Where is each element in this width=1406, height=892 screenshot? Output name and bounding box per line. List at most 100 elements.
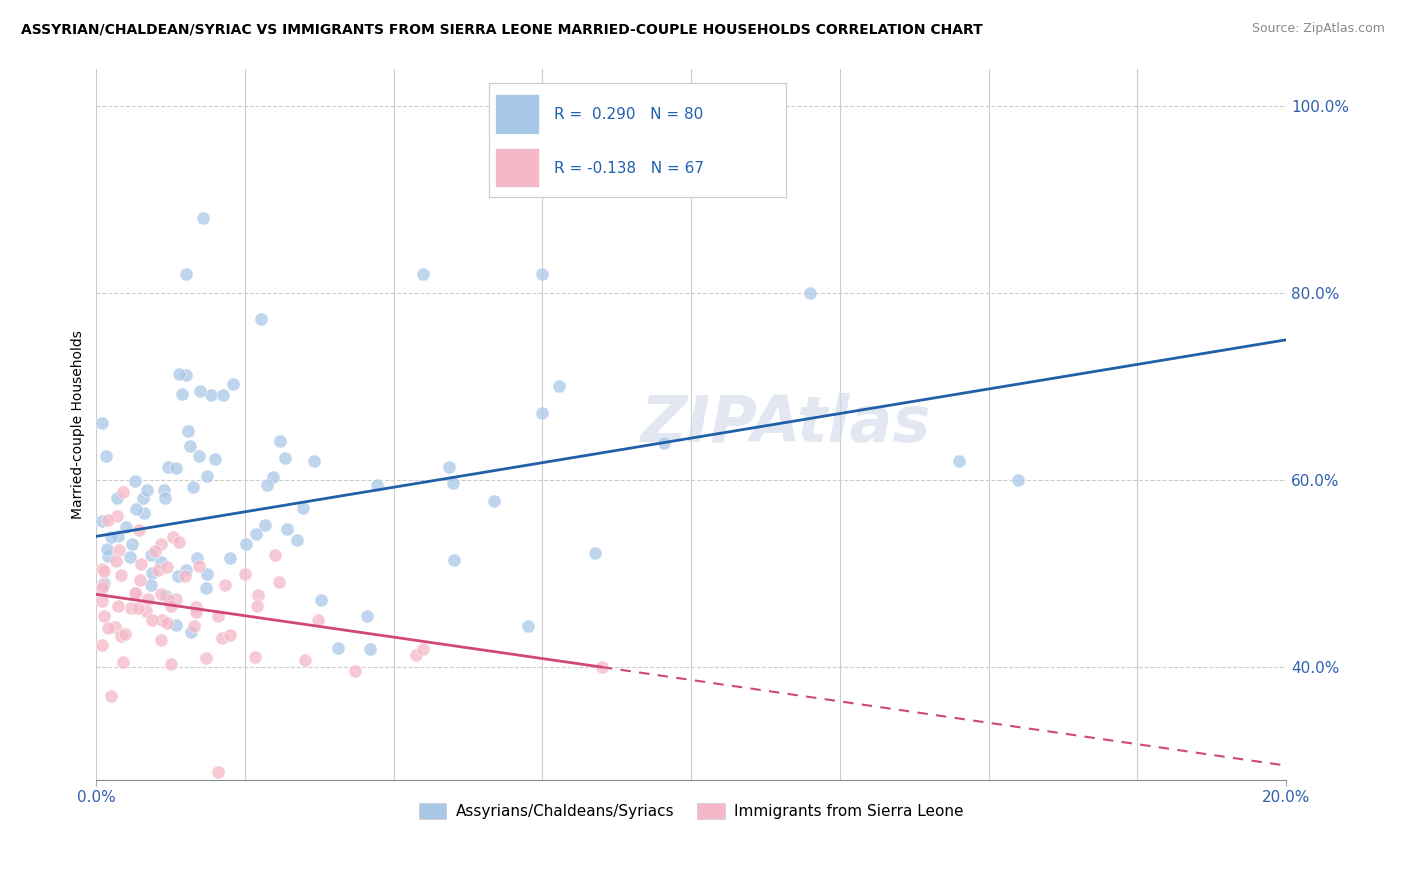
Point xyxy=(150,555,173,569)
Point xyxy=(91,638,114,652)
Point xyxy=(412,268,434,282)
Point xyxy=(548,379,571,393)
Point xyxy=(132,491,155,505)
Point xyxy=(186,551,208,566)
Point xyxy=(249,312,271,326)
Point xyxy=(160,657,183,671)
Point xyxy=(115,519,138,533)
Point xyxy=(235,537,257,551)
Point xyxy=(437,460,460,475)
Point xyxy=(174,368,197,383)
Point xyxy=(135,483,157,498)
Point xyxy=(652,436,675,450)
Point xyxy=(359,641,381,656)
Point xyxy=(108,543,131,558)
Point xyxy=(591,660,613,674)
Point xyxy=(516,619,538,633)
Point xyxy=(207,764,229,779)
Point xyxy=(141,613,163,627)
Point xyxy=(356,608,378,623)
Point xyxy=(93,609,115,624)
Point xyxy=(269,434,291,448)
Point xyxy=(285,533,308,548)
Point xyxy=(204,451,226,466)
Point xyxy=(120,601,142,615)
Point xyxy=(155,589,177,603)
Point xyxy=(219,628,242,642)
Point xyxy=(344,664,367,678)
Point xyxy=(148,563,170,577)
Point xyxy=(111,655,134,669)
Point xyxy=(110,568,132,582)
Point xyxy=(328,641,350,656)
Point xyxy=(187,559,209,574)
Point xyxy=(111,485,134,500)
Point xyxy=(104,620,127,634)
Point xyxy=(153,483,176,497)
Legend: Assyrians/Chaldeans/Syriacs, Immigrants from Sierra Leone: Assyrians/Chaldeans/Syriacs, Immigrants … xyxy=(413,797,970,825)
Point xyxy=(114,626,136,640)
Point xyxy=(149,632,172,647)
Point xyxy=(207,609,229,624)
Point xyxy=(159,599,181,613)
Point xyxy=(186,605,208,619)
Point xyxy=(165,591,187,606)
Point xyxy=(218,550,240,565)
Point xyxy=(121,537,143,551)
Point xyxy=(246,599,269,613)
Point xyxy=(141,566,163,580)
Point xyxy=(245,527,267,541)
Point xyxy=(179,439,201,453)
Point xyxy=(195,581,218,595)
Point xyxy=(291,501,314,516)
Point xyxy=(91,514,114,528)
Point xyxy=(97,549,120,564)
Point xyxy=(165,460,187,475)
Point xyxy=(100,690,122,704)
Point xyxy=(167,568,190,582)
Point xyxy=(93,564,115,578)
Point xyxy=(211,632,233,646)
Point xyxy=(1007,473,1029,487)
Point xyxy=(124,474,146,488)
Point xyxy=(157,592,180,607)
Point xyxy=(100,530,122,544)
Point xyxy=(150,613,173,627)
Point xyxy=(97,513,120,527)
Point xyxy=(134,506,156,520)
Point xyxy=(583,546,606,560)
Point xyxy=(214,578,236,592)
Point xyxy=(105,491,128,506)
Point xyxy=(254,517,277,532)
Point xyxy=(311,593,333,607)
Point xyxy=(211,387,233,401)
Point xyxy=(93,576,115,591)
Point xyxy=(156,460,179,475)
Point xyxy=(129,557,152,571)
Point xyxy=(162,531,184,545)
Point xyxy=(245,649,267,664)
Point xyxy=(96,541,118,556)
Point xyxy=(107,599,129,613)
Point xyxy=(143,544,166,558)
Point xyxy=(136,591,159,606)
Point xyxy=(91,562,114,576)
Point xyxy=(91,578,114,592)
Point xyxy=(195,566,218,581)
Point xyxy=(97,621,120,635)
Point xyxy=(274,451,297,466)
Point xyxy=(107,529,129,543)
Point xyxy=(128,523,150,537)
Point xyxy=(156,560,179,574)
Point xyxy=(233,566,256,581)
Point xyxy=(195,468,218,483)
Point xyxy=(91,594,114,608)
Point xyxy=(263,548,285,562)
Point xyxy=(267,575,290,590)
Point xyxy=(531,406,554,420)
Point xyxy=(174,563,197,577)
Point xyxy=(484,494,506,508)
Text: ASSYRIAN/CHALDEAN/SYRIAC VS IMMIGRANTS FROM SIERRA LEONE MARRIED-COUPLE HOUSEHOL: ASSYRIAN/CHALDEAN/SYRIAC VS IMMIGRANTS F… xyxy=(21,22,983,37)
Point xyxy=(125,502,148,516)
Point xyxy=(135,604,157,618)
